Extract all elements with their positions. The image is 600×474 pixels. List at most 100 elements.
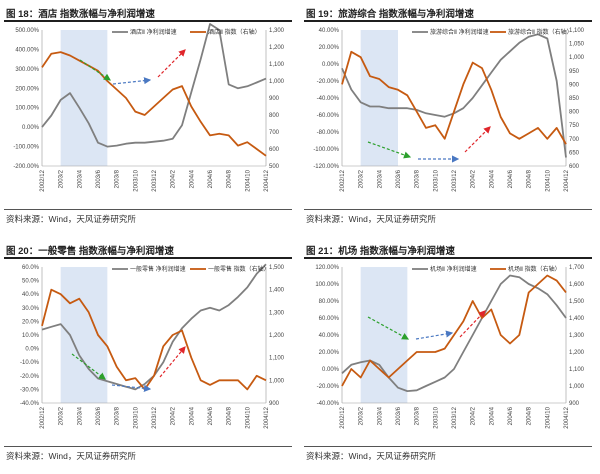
right-tick-label: 900 bbox=[269, 96, 280, 102]
source-note: 资料来源：Wind，天风证券研究所 bbox=[6, 214, 136, 224]
left-tick-label: -20.00% bbox=[317, 384, 340, 390]
right-tick-label: 1,050 bbox=[569, 42, 585, 48]
left-tick-label: -100.00% bbox=[13, 145, 39, 151]
source-divider bbox=[304, 446, 592, 447]
x-tick-label: 2003/10 bbox=[133, 169, 139, 191]
left-tick-label: 200.00% bbox=[15, 86, 39, 92]
right-tick-label: 850 bbox=[569, 96, 580, 102]
red-trend-arrow bbox=[464, 126, 491, 153]
right-tick-label: 1,400 bbox=[269, 288, 285, 294]
x-tick-label: 2004/8 bbox=[527, 406, 533, 425]
right-tick-label: 600 bbox=[569, 164, 580, 170]
x-tick-label: 2004/10 bbox=[545, 169, 551, 191]
right-tick-label: 900 bbox=[569, 401, 580, 407]
index-line bbox=[41, 51, 267, 157]
chart-panel-retail: 图 20：一般零售 指数涨幅与净利润增速 60.0% 50.0% 40.0% 30.0… bbox=[0, 237, 300, 474]
title-divider bbox=[4, 20, 292, 22]
chart-title: 图 20：一般零售 指数涨幅与净利润增速 bbox=[6, 246, 174, 257]
right-tick-label: 1,600 bbox=[569, 282, 585, 288]
shaded-period bbox=[60, 30, 108, 166]
title-divider bbox=[304, 20, 592, 22]
left-tick-label: -40.00% bbox=[317, 96, 340, 102]
x-tick-label: 2004/12 bbox=[264, 169, 270, 191]
left-tick-label: 400.00% bbox=[15, 47, 39, 53]
left-tick-label: -20.0% bbox=[20, 374, 40, 380]
x-tick-label: 2003/4 bbox=[377, 169, 383, 188]
x-tick-label: 2004/12 bbox=[564, 406, 570, 428]
left-tick-label: 0.00% bbox=[322, 367, 340, 373]
legend-label-index: 旅游综合Ⅱ 指数（右轴） bbox=[508, 28, 573, 36]
x-tick-label: 2003/10 bbox=[433, 169, 439, 191]
x-tick-label: 2004/12 bbox=[264, 406, 270, 428]
right-tick-label: 1,200 bbox=[569, 350, 585, 356]
left-tick-label: -60.00% bbox=[317, 113, 340, 119]
chart-title: 图 19：旅游综合 指数涨幅与净利润增速 bbox=[306, 9, 474, 20]
x-tick-label: 2004/6 bbox=[508, 169, 514, 188]
index-line bbox=[341, 50, 567, 145]
right-tick-label: 650 bbox=[569, 150, 580, 156]
right-tick-label: 600 bbox=[269, 147, 280, 153]
right-tick-label: 900 bbox=[569, 82, 580, 88]
right-tick-label: 1,400 bbox=[569, 316, 585, 322]
x-tick-label: 2004/10 bbox=[545, 406, 551, 428]
x-tick-label: 2003/2 bbox=[59, 169, 65, 188]
red-trend-arrow bbox=[157, 49, 186, 78]
x-tick-label: 2003/8 bbox=[115, 406, 121, 425]
right-tick-label: 1,500 bbox=[269, 265, 285, 271]
x-tick-label: 2003/8 bbox=[415, 406, 421, 425]
source-divider bbox=[4, 446, 292, 447]
chart-title: 图 21：机场 指数涨幅与净利润增速 bbox=[306, 246, 455, 257]
x-tick-label: 2003/6 bbox=[96, 406, 102, 425]
blue-trend-arrow bbox=[111, 384, 152, 392]
source-divider bbox=[304, 209, 592, 210]
left-tick-label: 0.0% bbox=[25, 347, 39, 353]
right-tick-label: 800 bbox=[269, 113, 280, 119]
left-tick-label: -200.00% bbox=[13, 164, 39, 170]
x-tick-label: 2003/8 bbox=[115, 169, 121, 188]
right-tick-label: 1,300 bbox=[569, 333, 585, 339]
left-tick-label: 20.00% bbox=[319, 350, 340, 356]
right-tick-label: 500 bbox=[269, 164, 280, 170]
x-tick-label: 2003/4 bbox=[77, 169, 83, 188]
x-tick-label: 2003/4 bbox=[77, 406, 83, 425]
source-note: 资料来源：Wind，天风证券研究所 bbox=[6, 451, 136, 461]
right-tick-label: 750 bbox=[569, 123, 580, 129]
x-tick-label: 2003/12 bbox=[152, 169, 158, 191]
left-tick-label: 120.00% bbox=[315, 265, 339, 271]
blue-trend-arrow bbox=[112, 77, 152, 85]
right-tick-label: 1,100 bbox=[569, 367, 585, 373]
x-tick-label: 2003/6 bbox=[396, 169, 402, 188]
x-tick-label: 2004/8 bbox=[227, 169, 233, 188]
title-divider bbox=[304, 257, 592, 259]
right-tick-label: 950 bbox=[569, 69, 580, 75]
source-note: 资料来源：Wind，天风证券研究所 bbox=[306, 451, 436, 461]
x-tick-label: 2003/2 bbox=[59, 406, 65, 425]
x-tick-label: 2004/4 bbox=[489, 406, 495, 425]
left-tick-label: -40.0% bbox=[20, 401, 40, 407]
left-tick-label: 30.0% bbox=[22, 306, 40, 312]
left-tick-label: -80.00% bbox=[317, 130, 340, 136]
left-tick-label: -120.00% bbox=[313, 164, 339, 170]
right-tick-label: 1,300 bbox=[269, 28, 285, 34]
right-tick-label: 800 bbox=[569, 110, 580, 116]
left-tick-label: -30.0% bbox=[20, 387, 40, 393]
x-tick-label: 2004/2 bbox=[171, 406, 177, 425]
retail-chart: 60.0% 50.0% 40.0% 30.0% 20.0% 10.0% 0.0% -10.0%… bbox=[20, 263, 285, 429]
index-line bbox=[41, 288, 267, 391]
index-line bbox=[341, 274, 567, 387]
left-tick-label: 60.00% bbox=[319, 316, 340, 322]
green-trend-arrow bbox=[71, 353, 106, 380]
right-tick-label: 1,200 bbox=[269, 45, 285, 51]
right-tick-label: 1,000 bbox=[569, 384, 585, 390]
right-tick-label: 1,300 bbox=[269, 310, 285, 316]
x-tick-label: 2004/4 bbox=[189, 169, 195, 188]
green-trend-arrow bbox=[79, 59, 111, 81]
right-tick-label: 1,200 bbox=[269, 333, 285, 339]
source-note: 资料来源：Wind，天风证券研究所 bbox=[306, 214, 436, 224]
x-tick-label: 2003/10 bbox=[433, 406, 439, 428]
right-tick-label: 1,000 bbox=[269, 378, 285, 384]
x-tick-label: 2004/4 bbox=[189, 406, 195, 425]
left-tick-label: 300.00% bbox=[15, 67, 39, 73]
left-tick-label: 80.00% bbox=[319, 299, 340, 305]
x-tick-label: 2002/12 bbox=[340, 169, 346, 191]
